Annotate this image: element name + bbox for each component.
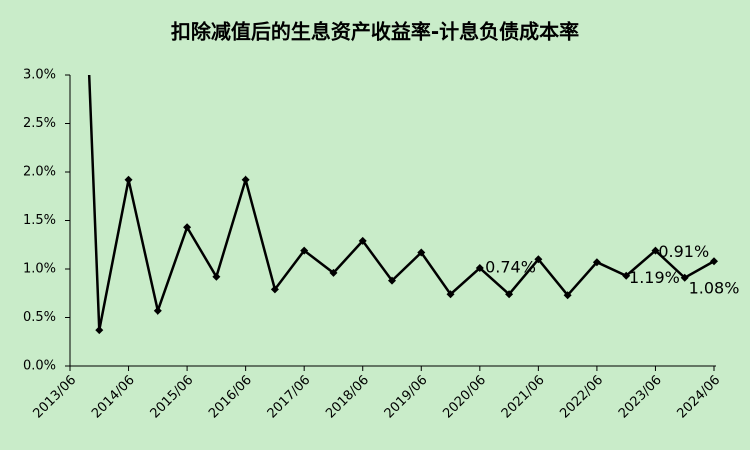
x-tick-label: 2015/06 — [148, 373, 197, 422]
y-tick-label: 1.0% — [23, 262, 56, 277]
marker — [270, 285, 279, 294]
marker — [680, 273, 689, 282]
y-tick-label: 1.5% — [23, 213, 56, 228]
data-label: 0.91% — [658, 242, 709, 261]
marker — [475, 264, 484, 273]
x-tick-label: 2021/06 — [499, 373, 548, 422]
y-tick-label: 0.5% — [23, 310, 56, 325]
marker — [358, 236, 367, 245]
marker — [446, 290, 455, 299]
marker — [592, 258, 601, 267]
y-tick-label: 2.5% — [23, 116, 56, 131]
marker — [124, 175, 133, 184]
data-label: 1.08% — [689, 279, 740, 298]
x-tick-label: 2013/06 — [31, 373, 80, 422]
x-tick-label: 2023/06 — [616, 373, 665, 422]
marker — [95, 326, 104, 335]
y-tick-label: 2.0% — [23, 165, 56, 180]
y-tick-label: 3.0% — [23, 68, 56, 83]
marker — [153, 306, 162, 315]
x-tick-label: 2019/06 — [382, 373, 431, 422]
marker — [241, 175, 250, 184]
marker — [300, 246, 309, 255]
marker — [622, 271, 631, 280]
x-tick-label: 2018/06 — [323, 373, 372, 422]
x-tick-label: 2016/06 — [206, 373, 255, 422]
marker — [329, 268, 338, 277]
marker — [651, 246, 660, 255]
x-tick-label: 2014/06 — [89, 373, 138, 422]
marker — [710, 257, 718, 266]
marker — [534, 255, 543, 264]
data-label: 0.74% — [485, 258, 536, 277]
marker — [212, 272, 221, 281]
data-label: 1.19% — [629, 268, 680, 287]
x-tick-label: 2024/06 — [675, 373, 724, 422]
marker — [183, 223, 192, 232]
x-tick-label: 2022/06 — [557, 373, 606, 422]
x-tick-label: 2020/06 — [440, 373, 489, 422]
marker — [388, 276, 396, 285]
chart-title: 扣除减值后的生息资产收益率-计息负债成本率 — [171, 20, 579, 44]
marker — [417, 248, 426, 257]
x-tick-label: 2017/06 — [265, 373, 314, 422]
marker — [505, 290, 514, 299]
plot-area — [87, 75, 718, 335]
marker — [563, 291, 572, 300]
y-tick-label: 0.0% — [23, 359, 56, 374]
